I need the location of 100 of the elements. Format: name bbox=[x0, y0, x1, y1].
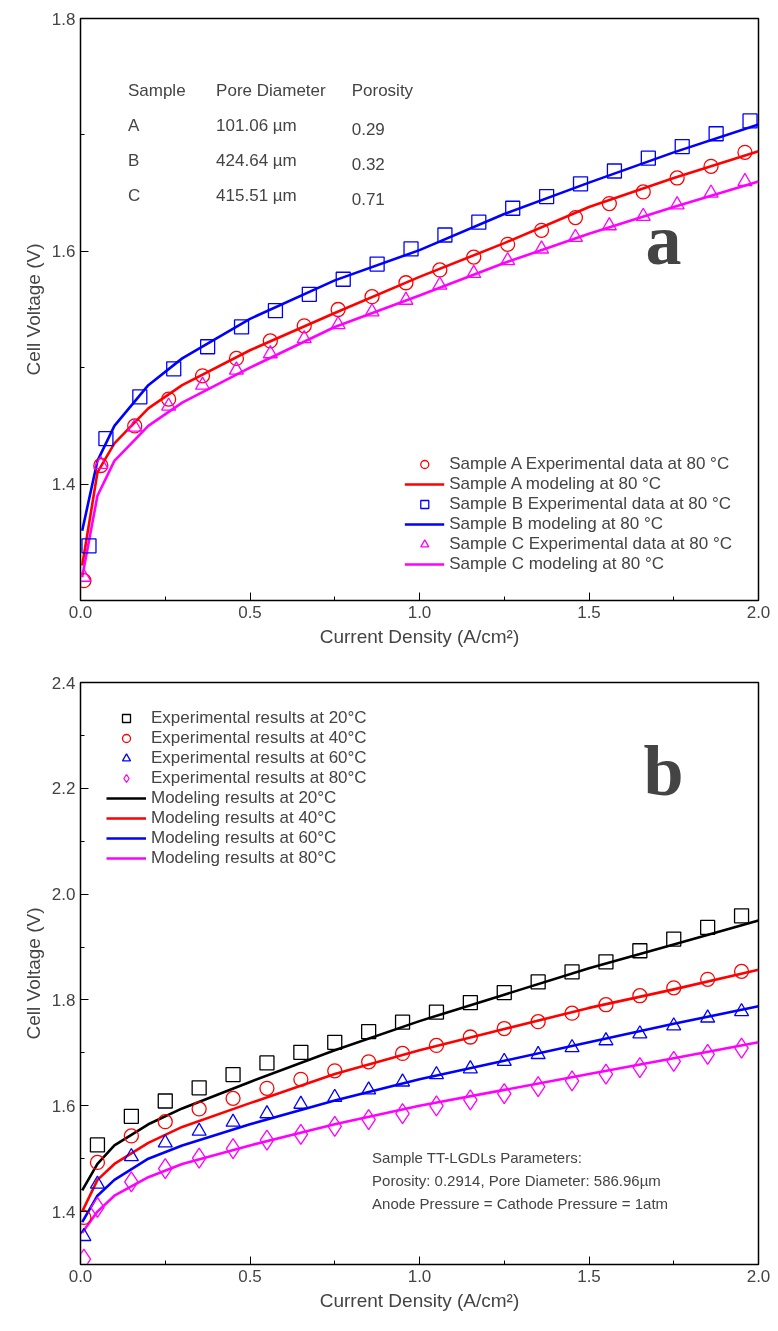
legend-label: Modeling results at 80°C bbox=[151, 848, 337, 868]
point bbox=[733, 908, 750, 924]
point bbox=[737, 144, 753, 160]
point bbox=[703, 158, 719, 174]
point bbox=[160, 391, 177, 407]
legend-label: Modeling results at 20°C bbox=[151, 788, 337, 808]
point bbox=[267, 303, 284, 319]
annotation: a bbox=[645, 200, 682, 281]
point bbox=[166, 361, 182, 377]
point bbox=[496, 984, 512, 1001]
x-axis-title: Current Density (A/cm²) bbox=[319, 1289, 520, 1311]
annotation: 415.51 µm bbox=[216, 185, 297, 205]
annotation: 424.64 µm bbox=[216, 150, 297, 170]
legend-label: Sample B Experimental data at 80 °C bbox=[449, 494, 732, 514]
y-tick-label: 1.4 bbox=[51, 1202, 76, 1222]
point bbox=[93, 457, 109, 474]
point bbox=[123, 1108, 139, 1124]
point bbox=[228, 350, 245, 367]
point bbox=[194, 368, 211, 384]
legend-label: Experimental results at 80°C bbox=[151, 768, 367, 788]
point bbox=[301, 286, 317, 303]
x-tick-label: 1.0 bbox=[407, 1266, 432, 1286]
point bbox=[225, 1113, 241, 1127]
point bbox=[428, 1065, 445, 1080]
annotation: B bbox=[127, 150, 140, 170]
y-axis-title: Cell Voltage (V) bbox=[22, 907, 44, 1040]
point bbox=[567, 209, 584, 226]
annotation: Sample TT-LGDLs Parameters: bbox=[372, 1148, 582, 1166]
point bbox=[199, 339, 216, 355]
point bbox=[632, 988, 648, 1004]
point bbox=[361, 1024, 377, 1040]
x-tick-label: 1.5 bbox=[577, 602, 601, 622]
point bbox=[394, 1073, 411, 1087]
point bbox=[361, 1081, 377, 1095]
legend-label: Sample C Experimental data at 80 °C bbox=[449, 534, 732, 554]
point bbox=[432, 262, 448, 278]
point bbox=[428, 1004, 445, 1020]
legend-label: Modeling results at 60°C bbox=[151, 828, 337, 848]
point bbox=[259, 1080, 275, 1096]
annotation: A bbox=[127, 115, 140, 135]
point bbox=[293, 1123, 309, 1145]
point bbox=[93, 455, 109, 469]
point bbox=[601, 216, 617, 231]
point bbox=[327, 1088, 343, 1102]
point bbox=[471, 214, 487, 230]
point bbox=[191, 1122, 207, 1136]
point bbox=[330, 301, 346, 318]
point bbox=[157, 1093, 173, 1109]
annotation: Anode Pressure = Cathode Pressure = 1atm bbox=[372, 1195, 669, 1213]
point bbox=[666, 931, 682, 947]
point bbox=[666, 1017, 682, 1031]
point bbox=[598, 997, 614, 1013]
legend-label: Sample A modeling at 80 °C bbox=[449, 474, 662, 494]
point bbox=[572, 176, 589, 192]
point bbox=[233, 319, 250, 335]
y-tick-label: 2.4 bbox=[51, 673, 76, 693]
point bbox=[733, 1002, 750, 1017]
point bbox=[530, 1014, 546, 1030]
point bbox=[293, 1044, 309, 1060]
legend-label: Sample B modeling at 80 °C bbox=[449, 514, 664, 534]
point bbox=[635, 207, 651, 222]
point bbox=[598, 954, 614, 970]
point bbox=[191, 1147, 207, 1169]
point bbox=[703, 184, 719, 198]
point bbox=[666, 1050, 682, 1072]
x-axis-title: Current Density (A/cm²) bbox=[319, 625, 520, 647]
point bbox=[606, 163, 623, 179]
legend-label: Modeling results at 40°C bbox=[151, 808, 337, 828]
point bbox=[700, 971, 716, 987]
point bbox=[398, 275, 414, 291]
y-tick-label: 2.0 bbox=[51, 885, 76, 905]
point bbox=[466, 249, 482, 265]
point bbox=[496, 1020, 512, 1037]
point bbox=[157, 1158, 173, 1180]
point bbox=[635, 184, 651, 200]
point bbox=[191, 1080, 207, 1096]
point bbox=[262, 345, 278, 359]
point bbox=[742, 113, 758, 129]
point bbox=[191, 1101, 207, 1117]
point bbox=[398, 291, 414, 305]
point bbox=[157, 1114, 173, 1130]
annotation: 0.32 bbox=[351, 154, 385, 174]
point bbox=[533, 222, 550, 238]
x-tick-label: 2.0 bbox=[746, 1266, 771, 1286]
annotation: 0.71 bbox=[351, 189, 385, 209]
x-tick-label: 0.0 bbox=[68, 602, 93, 622]
point bbox=[369, 256, 385, 272]
y-tick-label: 1.6 bbox=[51, 242, 76, 262]
point bbox=[666, 980, 682, 996]
y-tick-label: 2.2 bbox=[51, 779, 76, 799]
point bbox=[364, 303, 380, 317]
point bbox=[708, 126, 724, 142]
legend-label: Experimental results at 20°C bbox=[151, 708, 367, 728]
point bbox=[466, 264, 482, 279]
point bbox=[81, 538, 97, 554]
x-tick-label: 0.0 bbox=[68, 1266, 93, 1286]
annotation: Pore Diameter bbox=[216, 80, 327, 100]
point bbox=[499, 251, 516, 266]
point bbox=[505, 200, 521, 216]
point bbox=[674, 138, 690, 155]
